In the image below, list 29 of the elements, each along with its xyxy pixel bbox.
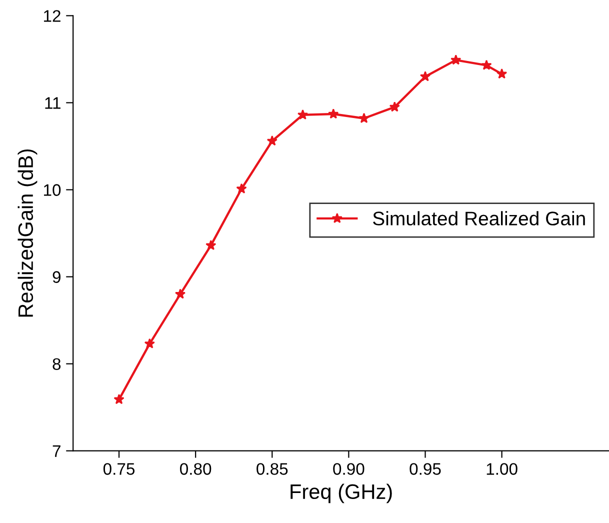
point [496,68,508,79]
legend-label: Simulated Realized Gain [373,211,585,226]
point [420,71,431,82]
y-tick-label: 8 [52,358,61,370]
point [481,60,492,70]
x-tick-label: 1.00 [486,463,518,475]
y-tick-label: 11 [45,97,60,109]
x-tick-label: 0.75 [103,463,135,475]
point [450,54,462,65]
point [297,109,308,120]
point [144,338,155,348]
y-axis-title: RealizedGain (dB) [18,149,38,317]
point [266,135,278,146]
point [358,112,370,124]
point [328,108,339,119]
point [174,288,186,299]
y-tick-label: 12 [44,10,60,22]
point [206,240,216,250]
y-tick-label: 9 [52,271,60,283]
point [236,183,247,194]
x-tick-label: 0.85 [256,463,288,475]
x-axis-title: Freq (GHz) [290,484,392,504]
y-tick-label: 10 [44,184,61,196]
point [114,394,124,404]
point [389,102,400,112]
x-tick-label: 0.90 [333,463,364,475]
y-tick-label: 7 [52,445,60,457]
x-tick-label: 0.80 [180,463,212,475]
x-tick-label: 0.95 [410,463,441,475]
